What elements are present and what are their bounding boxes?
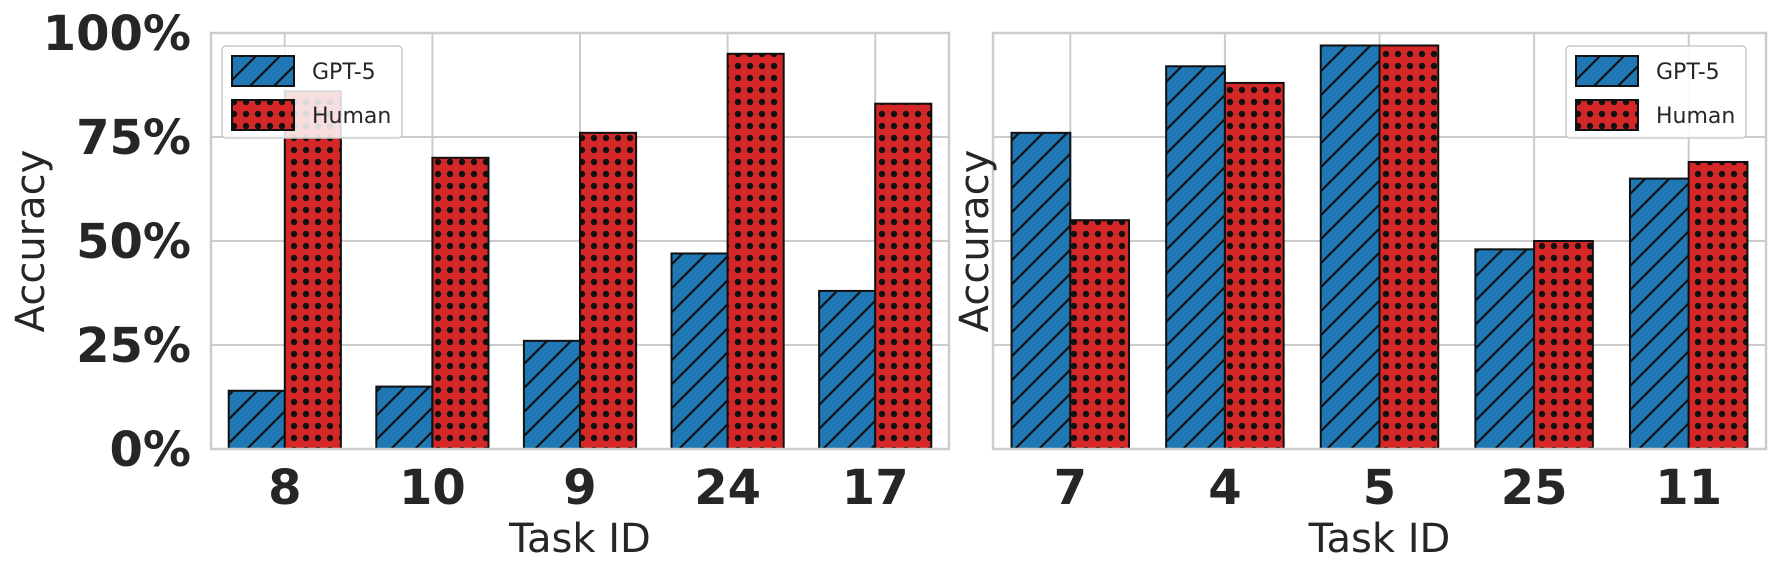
y-tick-label: 0% [110, 422, 192, 478]
y-tick-label: 25% [76, 318, 191, 374]
bar-gpt-5-9 [522, 339, 581, 450]
y-tick-label: 50% [76, 214, 191, 270]
y-axis-label: Accuracy [952, 150, 998, 333]
bar-gpt-5-8 [227, 389, 286, 451]
y-tick-label: 100% [43, 6, 191, 62]
bar-gpt-5-17 [818, 289, 877, 451]
x-tick-label: 9 [563, 460, 596, 516]
bar-human-7 [1069, 219, 1131, 450]
bar-gpt-5-4 [1165, 65, 1226, 450]
plot-frame [991, 31, 1768, 451]
legend: GPT-5 Human [221, 45, 403, 139]
x-axis-label: Task ID [1308, 516, 1451, 562]
legend-label: Human [1656, 104, 1735, 129]
x-tick-label: 7 [1054, 460, 1087, 516]
x-axis-label: Task ID [508, 516, 651, 562]
bar-human-8 [283, 90, 342, 451]
bar-gpt-5-25 [1474, 248, 1536, 450]
x-tick-label: 24 [694, 460, 761, 516]
x-tick-label: 25 [1501, 460, 1568, 516]
x-tick-label: 11 [1655, 460, 1722, 516]
bar-human-11 [1687, 160, 1749, 451]
left-chart-panel: 0% 25% 50% 75% 100% 8 10 9 24 17 Task ID Accuracy GP… [8, 6, 951, 562]
bar-gpt-5-11 [1628, 177, 1690, 450]
bar-gpt-5-10 [375, 385, 434, 451]
legend: GPT-5 Human [1565, 45, 1747, 139]
legend-swatch-gpt-5 [231, 55, 295, 87]
right-chart-panel: 7 4 5 25 11 Task ID Accuracy GPT-5 Human [952, 31, 1768, 562]
x-tick-label: 17 [842, 460, 909, 516]
bar-human-25 [1533, 240, 1594, 450]
plot-frame [209, 31, 951, 451]
legend-label: GPT-5 [1656, 60, 1720, 85]
x-tick-label: 5 [1363, 460, 1396, 516]
legend-label: GPT-5 [312, 60, 376, 85]
bar-gpt-5-5 [1319, 44, 1381, 450]
x-tick-label: 10 [399, 460, 466, 516]
y-axis-label: Accuracy [8, 150, 54, 333]
bar-human-5 [1378, 44, 1440, 450]
x-tick-label: 4 [1208, 460, 1241, 516]
legend-swatch-gpt-5 [1575, 55, 1639, 87]
x-tick-label: 8 [268, 460, 301, 516]
bar-gpt-5-7 [1010, 131, 1072, 450]
legend-swatch-human [231, 99, 295, 131]
y-tick-label: 75% [76, 110, 191, 166]
legend-swatch-human [1575, 99, 1639, 131]
legend-label: Human [312, 104, 391, 129]
bar-human-24 [726, 52, 785, 451]
bar-human-10 [431, 156, 490, 451]
bar-human-9 [579, 131, 638, 450]
bar-gpt-5-24 [670, 252, 729, 450]
bar-human-4 [1223, 81, 1285, 450]
bar-human-17 [874, 102, 933, 450]
